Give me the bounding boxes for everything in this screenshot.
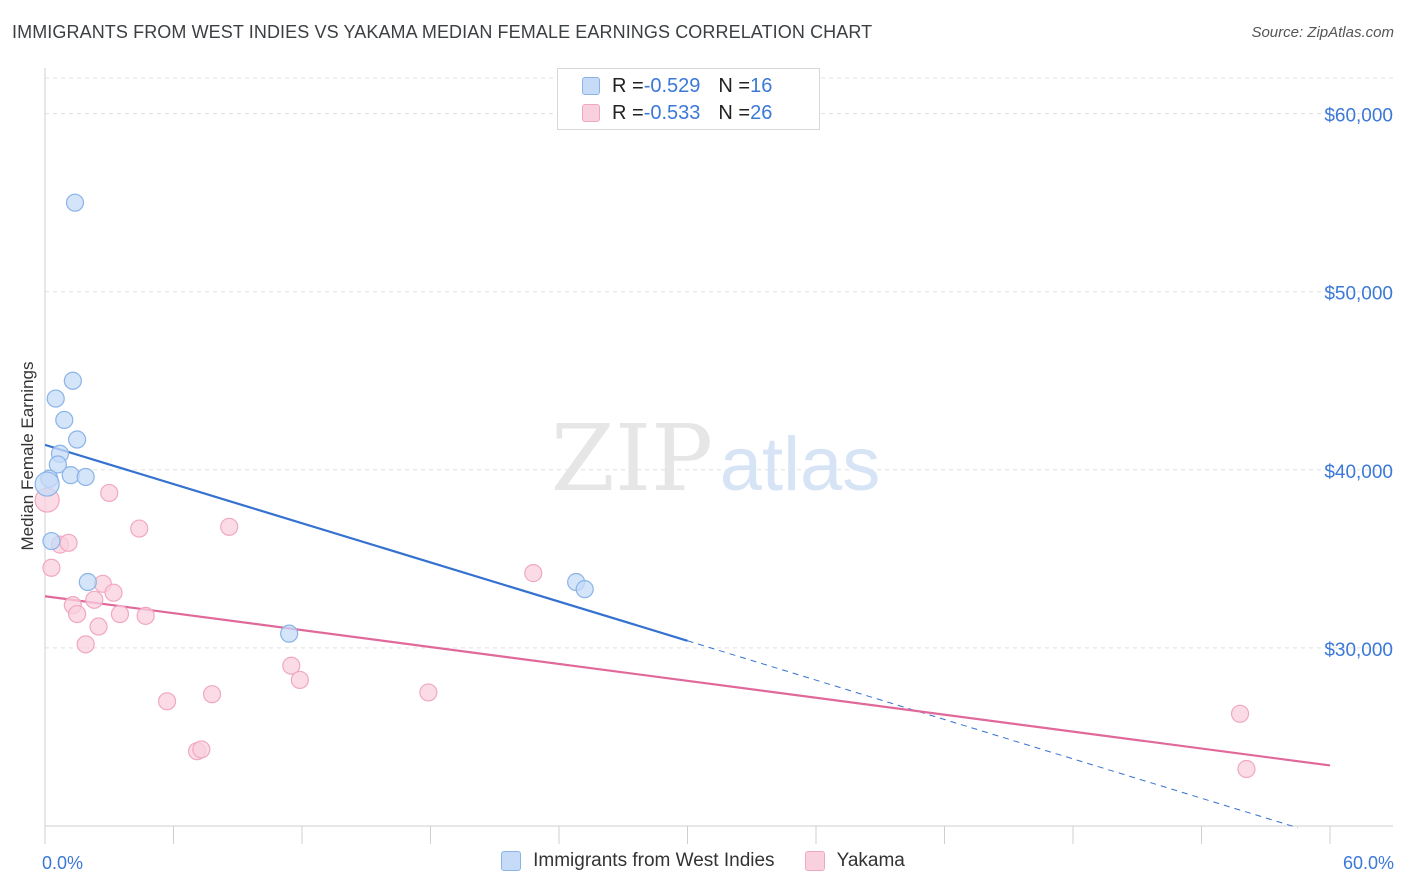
data-point-west-indies <box>61 466 80 485</box>
series-legend-yakama: Yakama <box>804 850 905 872</box>
data-point-west-indies <box>48 455 67 474</box>
series-swatch-yakama <box>804 851 825 871</box>
data-point-yakama <box>76 635 95 654</box>
data-point-yakama <box>290 670 309 690</box>
legend-n-label: N = <box>718 101 751 124</box>
data-point-west-indies <box>68 430 87 449</box>
trend-lines <box>44 443 1331 829</box>
series-legend-west-indies: Immigrants from West Indies <box>501 850 775 872</box>
series-name-west-indies: Immigrants from West Indies <box>533 850 775 871</box>
series-name-yakama: Yakama <box>836 850 905 871</box>
legend-r-label: R = <box>612 74 644 97</box>
x-tick-label-min: 0.0% <box>42 853 84 873</box>
data-point-west-indies <box>78 572 97 592</box>
data-point-yakama <box>59 533 78 552</box>
series-swatch-west-indies <box>501 851 522 871</box>
legend-r-label: R = <box>612 101 644 124</box>
data-point-west-indies <box>76 467 95 487</box>
y-tick-label: $60,000 <box>1324 106 1393 127</box>
legend-n-label: N = <box>718 74 751 97</box>
y-axis-title: Median Female Earnings <box>18 361 37 551</box>
data-point-yakama <box>89 617 108 636</box>
data-point-west-indies <box>42 531 61 551</box>
trend-line-1 <box>44 595 1331 767</box>
data-point-yakama <box>136 606 155 625</box>
watermark: ZIP atlas <box>551 405 880 512</box>
data-point-west-indies <box>34 471 60 497</box>
data-point-yakama <box>130 519 149 538</box>
legend-n-value: 26 <box>750 101 773 124</box>
legend-r-value: -0.529 <box>643 74 701 97</box>
data-point-yakama <box>419 683 438 702</box>
y-tick-label: $30,000 <box>1324 640 1393 661</box>
legend-swatch-yakama <box>582 104 600 122</box>
watermark-atlas: atlas <box>720 422 881 507</box>
data-point-yakama <box>100 483 119 503</box>
legend-n-value: 16 <box>750 74 773 97</box>
data-point-yakama <box>192 740 211 759</box>
source-label: Source: ZipAtlas.com <box>1251 24 1394 41</box>
data-point-yakama <box>42 558 61 577</box>
data-point-yakama <box>282 656 301 675</box>
trend-extension-0 <box>687 640 1299 829</box>
x-tick-label-max: 60.0% <box>1342 853 1394 873</box>
data-point-west-indies <box>280 624 299 643</box>
y-tick-label: $50,000 <box>1324 284 1393 305</box>
data-point-yakama <box>85 590 104 609</box>
chart-title: IMMIGRANTS FROM WEST INDIES VS YAKAMA ME… <box>12 22 873 42</box>
y-tick-labels: $30,000 $40,000 $50,000 $60,000 <box>1324 106 1393 661</box>
trend-line-0 <box>44 443 688 642</box>
data-point-yakama <box>220 517 239 536</box>
data-point-west-indies <box>63 371 82 390</box>
legend-swatch-west-indies <box>582 77 600 95</box>
legend-row-yakama: R = -0.533 N = 26 <box>582 100 772 126</box>
grid-lines <box>45 77 1393 649</box>
data-point-yakama <box>157 692 177 711</box>
legend-r-value: -0.533 <box>643 101 701 124</box>
axes <box>44 68 1393 844</box>
data-point-west-indies <box>65 193 85 212</box>
watermark-zip: ZIP <box>551 405 713 512</box>
data-point-yakama <box>104 583 123 602</box>
data-point-yakama <box>1230 704 1250 723</box>
data-point-yakama <box>524 564 543 583</box>
data-point-west-indies <box>46 389 65 408</box>
data-point-yakama <box>202 685 222 704</box>
stats-legend: R = -0.529 N = 16 R = -0.533 N = 26 <box>557 68 820 130</box>
series-legend: Immigrants from West Indies Yakama <box>0 850 1406 872</box>
legend-row-west-indies: R = -0.529 N = 16 <box>582 73 772 99</box>
data-points <box>34 193 1256 779</box>
data-point-yakama <box>110 604 130 624</box>
data-point-yakama <box>1237 759 1256 779</box>
data-point-yakama <box>68 604 87 624</box>
data-point-west-indies <box>575 580 594 599</box>
y-tick-label: $40,000 <box>1324 462 1393 483</box>
data-point-west-indies <box>55 410 74 430</box>
